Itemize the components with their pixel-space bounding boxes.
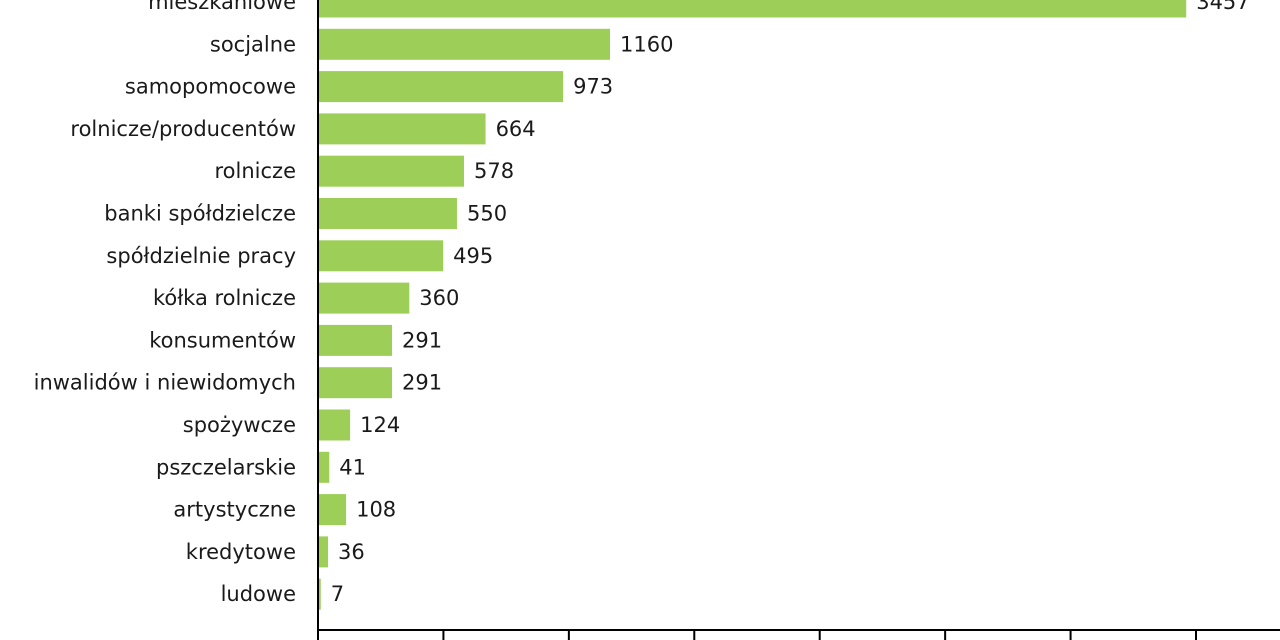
value-label: 7	[331, 582, 344, 606]
value-label: 578	[474, 159, 514, 183]
value-label: 36	[338, 540, 365, 564]
value-label: 495	[453, 244, 493, 268]
bar-mieszkaniowe	[319, 0, 1187, 18]
bar-kredytowe	[319, 536, 329, 568]
axis-group	[317, 0, 1280, 640]
value-label: 1160	[620, 32, 673, 56]
bar-rolnicze	[319, 155, 464, 187]
bars-group	[319, 0, 1187, 610]
bar-socjalne	[319, 28, 610, 60]
category-label: ludowe	[221, 582, 296, 606]
value-labels-group: 3457116097366457855049536029129112441108…	[331, 0, 1250, 606]
category-labels-group: mieszkaniowe socjalne samopomocowe rolnicze…	[34, 0, 296, 606]
category-label: pszczelarskie	[156, 455, 296, 479]
category-label: mieszkaniowe	[148, 0, 296, 14]
category-label: kółka rolnicze	[153, 286, 296, 310]
value-label: 360	[419, 286, 459, 310]
category-label: spółdzielnie pracy	[106, 244, 296, 268]
category-label: rolnicze/producentów	[70, 117, 296, 141]
category-label: spożywcze	[183, 413, 296, 437]
bar-samopomocowe	[319, 71, 564, 103]
bar-konsumentow	[319, 324, 392, 356]
bar-spozywcze	[319, 409, 351, 441]
value-label: 124	[360, 413, 400, 437]
category-label: konsumentów	[149, 328, 296, 352]
value-label: 108	[356, 498, 396, 522]
category-label: rolnicze	[215, 159, 297, 183]
bar-kolka-rolnicze	[319, 282, 410, 314]
category-label: kredytowe	[186, 540, 296, 564]
value-label: 973	[573, 75, 613, 99]
value-label: 3457	[1196, 0, 1249, 14]
bar-banki-spoldzielcze	[319, 198, 457, 229]
bar-inwalidow-i-niewidomych	[319, 367, 392, 399]
category-label: socjalne	[210, 32, 296, 56]
bar-artystyczne	[319, 494, 347, 526]
bar-rolnicze-producentow	[319, 113, 486, 145]
category-label: artystyczne	[173, 498, 296, 522]
bar-ludowe	[319, 578, 321, 610]
bar-spoldzielnie-pracy	[319, 240, 444, 272]
category-label: inwalidów i niewidomych	[34, 371, 296, 395]
value-label: 291	[402, 328, 442, 352]
value-label: 664	[496, 117, 536, 141]
category-label: samopomocowe	[125, 75, 296, 99]
value-label: 291	[402, 371, 442, 395]
value-label: 550	[467, 202, 507, 226]
value-label: 41	[339, 455, 366, 479]
category-label: banki spółdzielcze	[104, 202, 296, 226]
bar-pszczelarskie	[319, 451, 330, 483]
